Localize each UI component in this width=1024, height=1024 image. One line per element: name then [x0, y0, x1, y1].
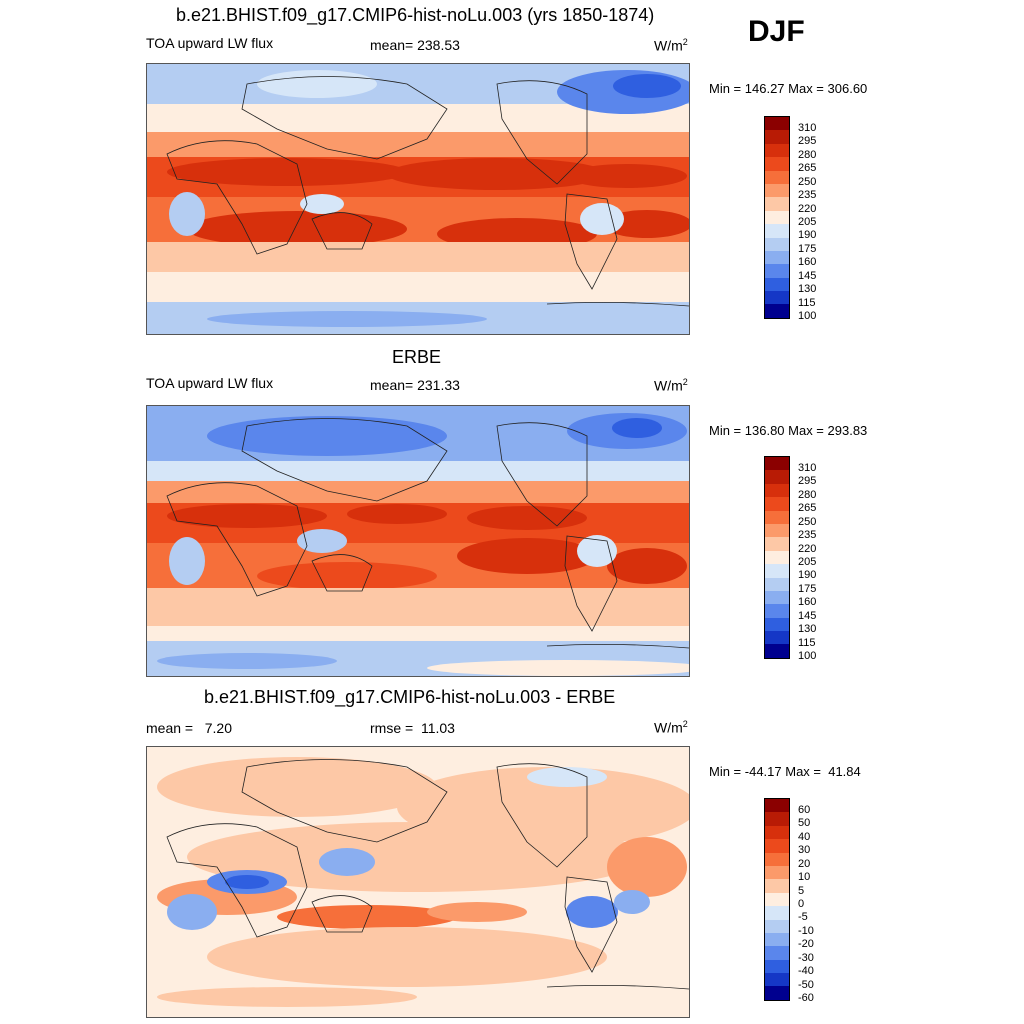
- panel-3-mean-label: mean = 7.20: [146, 720, 233, 736]
- colorbar-tick-label: -20: [798, 938, 814, 950]
- colorbar-tick-label: 175: [798, 243, 817, 255]
- colorbar-tick-label: 310: [798, 122, 817, 134]
- colorbar-tick-label: 190: [798, 569, 817, 581]
- colorbar-tick-label: 130: [798, 623, 817, 635]
- panel-1-title: b.e21.BHIST.f09_g17.CMIP6-hist-noLu.003 …: [176, 5, 655, 25]
- colorbar-tick-label: 310: [798, 462, 817, 474]
- panel-1-variable-label: TOA upward LW flux: [146, 35, 274, 51]
- colorbar-tick-label: 235: [798, 189, 817, 201]
- colorbar-tick-label: -5: [798, 911, 808, 923]
- panel-3-map: [146, 746, 690, 1018]
- panel-2-map: [146, 405, 690, 677]
- panel-1-minmax: Min = 146.27 Max = 306.60: [709, 81, 868, 96]
- colorbar-tick-label: 100: [798, 650, 817, 662]
- colorbar-tick-label: 190: [798, 229, 817, 241]
- colorbar-tick-label: 40: [798, 831, 811, 843]
- colorbar-tick-label: 130: [798, 283, 817, 295]
- colorbar-tick-label: 175: [798, 583, 817, 595]
- panel-3-units: W/m2: [654, 719, 688, 736]
- panel-1-colorbar: [764, 116, 790, 319]
- colorbar-tick-label: 160: [798, 256, 817, 268]
- panel-1-mean-label: mean= 238.53: [370, 37, 460, 53]
- colorbar-tick-label: 60: [798, 804, 811, 816]
- panel-2-variable-label: TOA upward LW flux: [146, 375, 274, 391]
- colorbar-tick-label: -50: [798, 979, 814, 991]
- panel-2-mean-label: mean= 231.33: [370, 377, 460, 393]
- colorbar-tick-label: 20: [798, 858, 811, 870]
- panel-1-map: [146, 63, 690, 335]
- colorbar-tick-label: 50: [798, 817, 811, 829]
- colorbar-tick-label: 145: [798, 610, 817, 622]
- colorbar-tick-label: 235: [798, 529, 817, 541]
- panel-3-rmse-label: rmse = 11.03: [370, 720, 455, 736]
- colorbar-tick-label: 250: [798, 516, 817, 528]
- panel-1-units: W/m2: [654, 37, 688, 54]
- colorbar-tick-label: 115: [798, 297, 816, 309]
- season-label: DJF: [748, 15, 805, 48]
- colorbar-tick-label: 100: [798, 310, 817, 322]
- panel-3-colorbar: [764, 798, 790, 1001]
- panel-3-title: b.e21.BHIST.f09_g17.CMIP6-hist-noLu.003 …: [204, 687, 616, 707]
- colorbar-tick-label: -60: [798, 992, 814, 1004]
- colorbar-tick-label: 0: [798, 898, 805, 910]
- panel-2-title: ERBE: [392, 347, 442, 367]
- colorbar-tick-label: 160: [798, 596, 817, 608]
- colorbar-tick-label: 295: [798, 135, 817, 147]
- colorbar-tick-label: 10: [798, 871, 811, 883]
- colorbar-tick-label: 115: [798, 637, 816, 649]
- colorbar-tick-label: 265: [798, 162, 817, 174]
- colorbar-tick-label: -10: [798, 925, 814, 937]
- panel-2-units: W/m2: [654, 377, 688, 394]
- colorbar-tick-label: 30: [798, 844, 811, 856]
- colorbar-tick-label: 280: [798, 489, 817, 501]
- colorbar-tick-label: -40: [798, 965, 814, 977]
- panel-3-minmax: Min = -44.17 Max = 41.84: [709, 764, 861, 779]
- colorbar-tick-label: 145: [798, 270, 817, 282]
- colorbar-tick-label: 280: [798, 149, 817, 161]
- colorbar-tick-label: 265: [798, 502, 817, 514]
- colorbar-tick-label: 295: [798, 475, 817, 487]
- colorbar-tick-label: 205: [798, 556, 817, 568]
- colorbar-tick-label: 205: [798, 216, 817, 228]
- colorbar-tick-label: 5: [798, 885, 805, 897]
- panel-2-colorbar: [764, 456, 790, 659]
- colorbar-tick-label: 250: [798, 176, 817, 188]
- panel-2-minmax: Min = 136.80 Max = 293.83: [709, 423, 868, 438]
- colorbar-tick-label: 220: [798, 543, 817, 555]
- colorbar-tick-label: 220: [798, 203, 817, 215]
- colorbar-tick-label: -30: [798, 952, 814, 964]
